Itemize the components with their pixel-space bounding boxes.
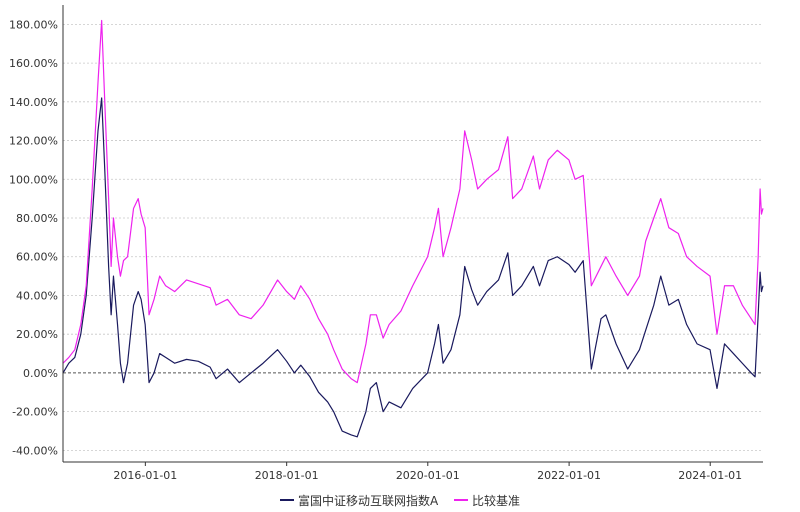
y-tick-label: 100.00% [9,173,58,186]
series-lines [62,19,764,438]
y-tick-label: 20.00% [16,328,58,341]
y-tick-label: 80.00% [16,212,58,225]
legend-label-benchmark: 比较基准 [472,493,521,508]
legend-swatch-fund [279,499,294,501]
legend-swatch-benchmark [454,499,469,501]
axes [62,5,763,466]
legend-label-fund: 富国中证移动互联网指数A [297,493,439,508]
y-tick-label: 40.00% [16,289,58,302]
x-tick-label: 2016-01-01 [113,469,177,482]
y-tick-label: 140.00% [9,96,58,109]
legend-item-fund: 富国中证移动互联网指数A [279,492,439,509]
series-line-benchmark [62,19,764,384]
x-tick-label: 2018-01-01 [255,469,319,482]
legend-item-benchmark: 比较基准 [454,492,520,509]
y-tick-label: 180.00% [9,18,58,31]
legend: 富国中证移动互联网指数A 比较基准 [0,490,800,509]
x-tick-label: 2022-01-01 [537,469,601,482]
y-tick-label: -20.00% [12,406,58,419]
grid-lines [63,23,763,451]
y-tick-label: 60.00% [16,251,58,264]
x-tick-label: 2024-01-01 [678,469,742,482]
y-tick-label: 0.00% [23,367,58,380]
series-line-fund [62,97,764,438]
y-tick-label: 160.00% [9,57,58,70]
y-tick-label: -40.00% [12,444,58,457]
tick-labels: -40.00% -20.00% 0.00% 20.00% 40.00% 60.00% 80.… [9,18,742,482]
x-tick-label: 2020-01-01 [396,469,460,482]
y-tick-label: 120.00% [9,135,58,148]
